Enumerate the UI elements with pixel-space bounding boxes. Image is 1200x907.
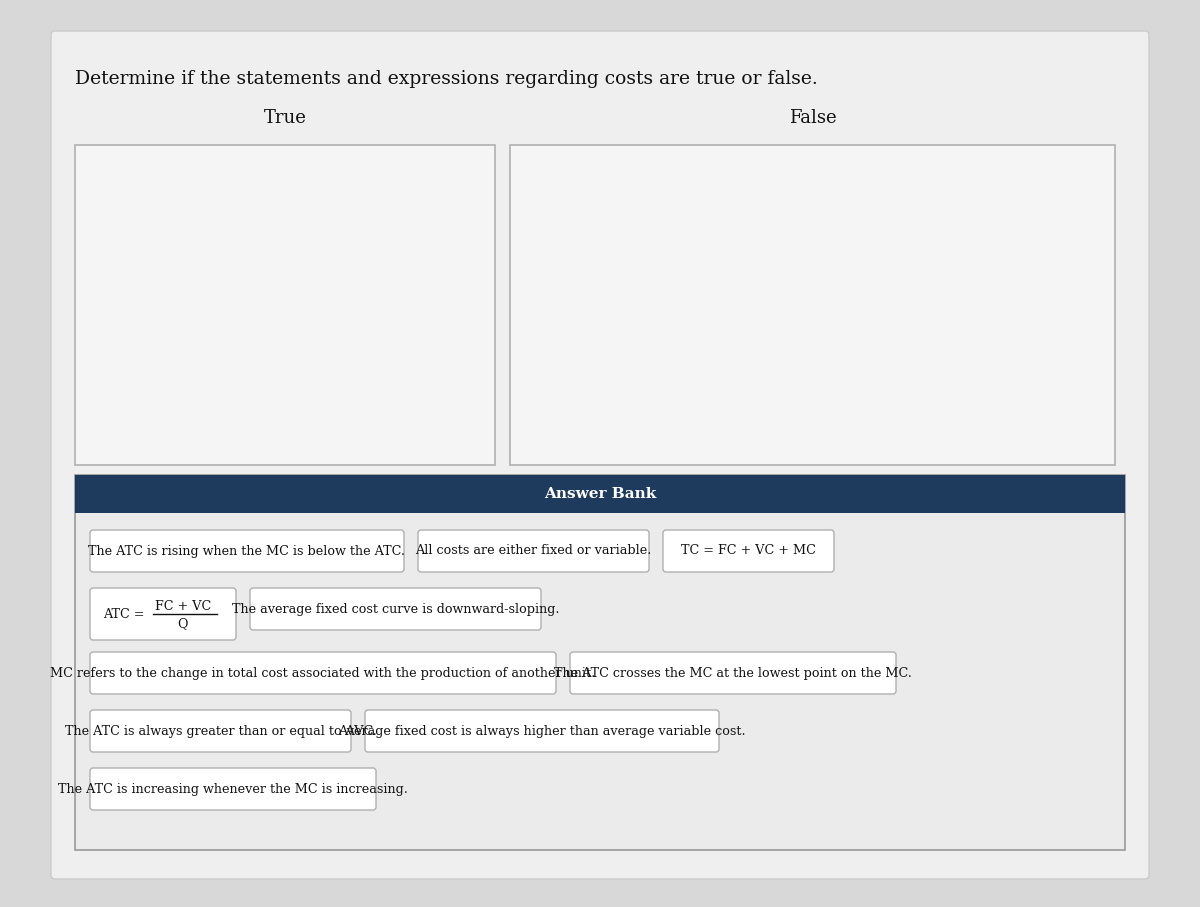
Text: True: True — [264, 109, 306, 127]
Text: Q: Q — [178, 618, 188, 630]
Text: Average fixed cost is always higher than average variable cost.: Average fixed cost is always higher than… — [338, 725, 746, 737]
FancyBboxPatch shape — [74, 475, 1126, 513]
FancyBboxPatch shape — [90, 768, 376, 810]
Text: TC = FC + VC + MC: TC = FC + VC + MC — [682, 544, 816, 558]
Text: The ATC is rising when the MC is below the ATC.: The ATC is rising when the MC is below t… — [89, 544, 406, 558]
FancyBboxPatch shape — [90, 652, 556, 694]
FancyBboxPatch shape — [50, 31, 1150, 879]
FancyBboxPatch shape — [74, 475, 1126, 850]
Text: The average fixed cost curve is downward-sloping.: The average fixed cost curve is downward… — [232, 602, 559, 616]
FancyBboxPatch shape — [90, 588, 236, 640]
FancyBboxPatch shape — [365, 710, 719, 752]
Text: The ATC crosses the MC at the lowest point on the MC.: The ATC crosses the MC at the lowest poi… — [554, 667, 912, 679]
FancyBboxPatch shape — [510, 145, 1115, 465]
FancyBboxPatch shape — [662, 530, 834, 572]
Text: MC refers to the change in total cost associated with the production of another : MC refers to the change in total cost as… — [50, 667, 595, 679]
Text: ATC =: ATC = — [103, 608, 144, 620]
Text: False: False — [788, 109, 836, 127]
Text: Answer Bank: Answer Bank — [544, 487, 656, 501]
Text: The ATC is increasing whenever the MC is increasing.: The ATC is increasing whenever the MC is… — [58, 783, 408, 795]
FancyBboxPatch shape — [418, 530, 649, 572]
FancyBboxPatch shape — [250, 588, 541, 630]
FancyBboxPatch shape — [90, 710, 352, 752]
Text: The ATC is always greater than or equal to AVC.: The ATC is always greater than or equal … — [65, 725, 377, 737]
Text: All costs are either fixed or variable.: All costs are either fixed or variable. — [415, 544, 652, 558]
FancyBboxPatch shape — [90, 530, 404, 572]
Text: Determine if the statements and expressions regarding costs are true or false.: Determine if the statements and expressi… — [74, 70, 817, 88]
FancyBboxPatch shape — [74, 145, 496, 465]
FancyBboxPatch shape — [570, 652, 896, 694]
Text: FC + VC: FC + VC — [155, 600, 211, 612]
